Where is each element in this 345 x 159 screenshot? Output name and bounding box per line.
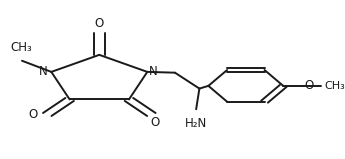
Text: O: O <box>28 108 37 121</box>
Text: N: N <box>149 65 158 78</box>
Text: O: O <box>304 79 314 92</box>
Text: CH₃: CH₃ <box>10 41 32 54</box>
Text: N: N <box>39 65 47 78</box>
Text: H₂N: H₂N <box>185 117 207 130</box>
Text: O: O <box>150 116 159 129</box>
Text: CH₃: CH₃ <box>324 81 345 90</box>
Text: O: O <box>95 17 104 30</box>
